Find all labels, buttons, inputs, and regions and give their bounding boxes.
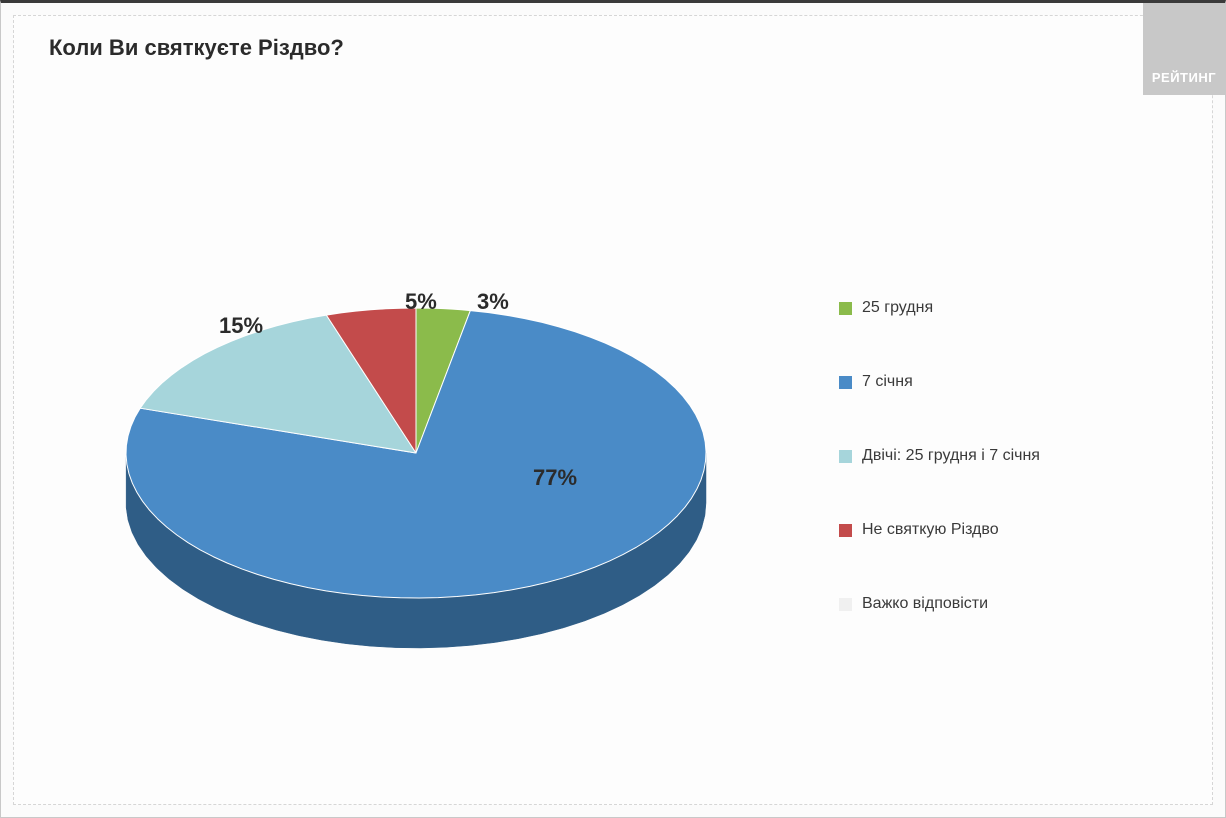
legend-label: 7 січня [862, 373, 913, 391]
pie-svg: 3% 77% 15% 5% [91, 243, 741, 663]
watermark-text: РЕЙТИНГ [1152, 70, 1216, 85]
page-root: Коли Ви святкуєте Різдво? РЕЙТИНГ 3% 77% 1… [0, 0, 1226, 818]
legend-swatch [839, 524, 852, 537]
legend-label: Двічі: 25 грудня і 7 січня [862, 447, 1040, 465]
chart-title: Коли Ви святкуєте Різдво? [49, 35, 344, 61]
legend-item-dec25: 25 грудня [839, 299, 1040, 317]
pie-chart: 3% 77% 15% 5% [91, 243, 741, 663]
legend-swatch [839, 450, 852, 463]
watermark-badge: РЕЙТИНГ [1143, 3, 1225, 95]
legend-label: Не святкую Різдво [862, 521, 999, 539]
legend-item-jan7: 7 січня [839, 373, 1040, 391]
pie-label-jan7: 77% [533, 465, 577, 490]
pie-label-dec25: 3% [477, 289, 509, 314]
legend-swatch [839, 598, 852, 611]
legend: 25 грудня 7 січня Двічі: 25 грудня і 7 січ… [839, 299, 1040, 613]
legend-item-both: Двічі: 25 грудня і 7 січня [839, 447, 1040, 465]
legend-label: 25 грудня [862, 299, 933, 317]
legend-swatch [839, 376, 852, 389]
legend-label: Важко відповісти [862, 595, 988, 613]
pie-label-both: 15% [219, 313, 263, 338]
legend-item-none: Не святкую Різдво [839, 521, 1040, 539]
legend-item-hard: Важко відповісти [839, 595, 1040, 613]
pie-label-none: 5% [405, 289, 437, 314]
legend-swatch [839, 302, 852, 315]
